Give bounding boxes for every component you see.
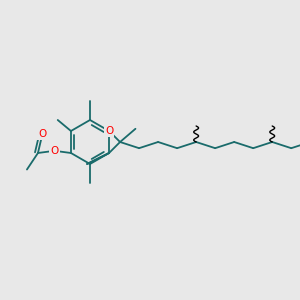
Text: O: O (50, 146, 59, 156)
Text: O: O (38, 129, 46, 139)
Text: O: O (105, 126, 113, 136)
